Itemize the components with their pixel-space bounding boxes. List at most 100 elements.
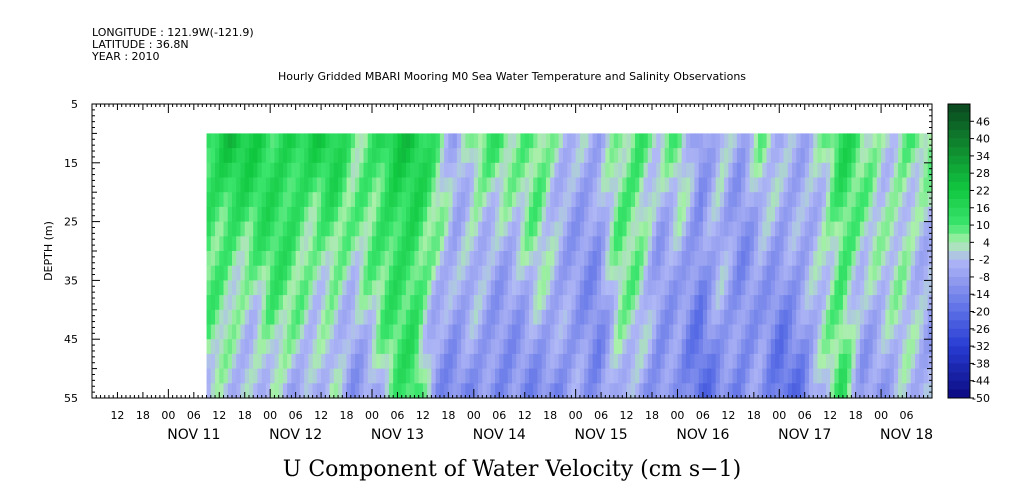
heatmap-cell [762,148,768,164]
x-hour-tick-label: 12 [823,409,837,422]
heatmap-cell [541,162,547,179]
heatmap-cell [316,324,322,340]
x-hour-tick-label: 00 [467,409,481,422]
heatmap-cell [643,339,649,355]
heatmap-cell [291,383,297,399]
heatmap-cell [427,265,432,281]
heatmap-cell [355,339,360,355]
heatmap-cell [359,353,365,370]
heatmap-cell [639,324,645,340]
heatmap-cell [732,339,738,355]
heatmap-cell [787,236,793,252]
heatmap-cell [796,251,802,267]
heatmap-cell [397,177,403,193]
heatmap-cell [915,265,920,281]
heatmap-cell [643,133,649,149]
heatmap-cell [698,265,704,281]
heatmap-cell [842,368,848,384]
colorbar-label: -14 [972,288,990,301]
x-hour-tick-label: 00 [263,409,277,422]
heatmap-cell [906,324,912,340]
heatmap-cell [376,265,382,281]
heatmap-cell [376,251,382,267]
heatmap-cell [448,324,454,340]
heatmap-cell [312,162,318,179]
heatmap-cell [329,265,335,281]
heatmap-cell [588,206,594,223]
heatmap-cell [656,339,662,355]
heatmap-cell [927,353,933,370]
heatmap-cell [872,309,878,326]
heatmap-cell [694,324,700,340]
heatmap-cell [448,177,454,193]
heatmap-cell [830,383,836,399]
heatmap-cell [770,177,776,193]
heatmap-cell [562,295,568,311]
heatmap-cell [435,206,441,223]
heatmap-cell [516,353,522,370]
heatmap-cell [244,177,250,193]
heatmap-cell [596,353,602,370]
heatmap-cell [779,383,785,399]
heatmap-cell [257,206,263,223]
heatmap-cell [639,353,645,370]
colorbar-bin [948,199,970,209]
heatmap-cell [910,251,916,267]
heatmap-cell [660,162,666,179]
heatmap-cell [804,148,810,164]
heatmap-cell [422,280,428,296]
heatmap-cell [681,353,687,370]
heatmap-cell [571,324,577,340]
heatmap-cell [579,177,585,193]
heatmap-cell [643,148,649,164]
heatmap-cell [724,309,729,326]
heatmap-cell [800,221,806,237]
heatmap-cell [528,251,534,267]
heatmap-cell [270,206,276,223]
heatmap-cell [923,148,929,164]
heatmap-cell [660,206,666,223]
heatmap-cell [749,368,755,384]
heatmap-cell [753,339,759,355]
heatmap-cell [236,221,242,237]
heatmap-cell [622,192,628,208]
heatmap-cell [516,368,522,384]
colorbar-bin [948,251,970,260]
heatmap-cell [232,177,237,193]
heatmap-cell [876,353,882,370]
heatmap-cell [575,192,581,208]
heatmap-cell [524,265,530,281]
heatmap-cell [545,206,551,223]
heatmap-cell [910,148,916,164]
heatmap-cell [380,309,386,326]
heatmap-cell [422,265,428,281]
heatmap-cell [452,192,458,208]
heatmap-cell [902,148,908,164]
heatmap-cell [808,265,814,281]
heatmap-cell [685,236,691,252]
heatmap-cell [444,368,449,384]
heatmap-cell [355,221,360,237]
heatmap-cell [380,265,386,281]
heatmap-cell [571,148,577,164]
heatmap-cell [847,133,852,149]
heatmap-cell [626,339,632,355]
heatmap-cell [410,368,416,384]
heatmap-cell [647,177,653,193]
heatmap-cell [584,251,589,267]
heatmap-cell [622,251,628,267]
heatmap-cell [482,177,488,193]
heatmap-cell [422,162,428,179]
heatmap-cell [775,309,780,326]
heatmap-cell [236,265,242,281]
heatmap-cell [605,265,611,281]
heatmap-cell [834,192,840,208]
heatmap-cell [308,309,314,326]
heatmap-cell [770,148,776,164]
heatmap-cell [248,339,254,355]
heatmap-cell [257,295,263,311]
heatmap-cell [622,324,628,340]
heatmap-cell [410,162,416,179]
heatmap-cell [410,265,416,281]
heatmap-cell [490,221,496,237]
